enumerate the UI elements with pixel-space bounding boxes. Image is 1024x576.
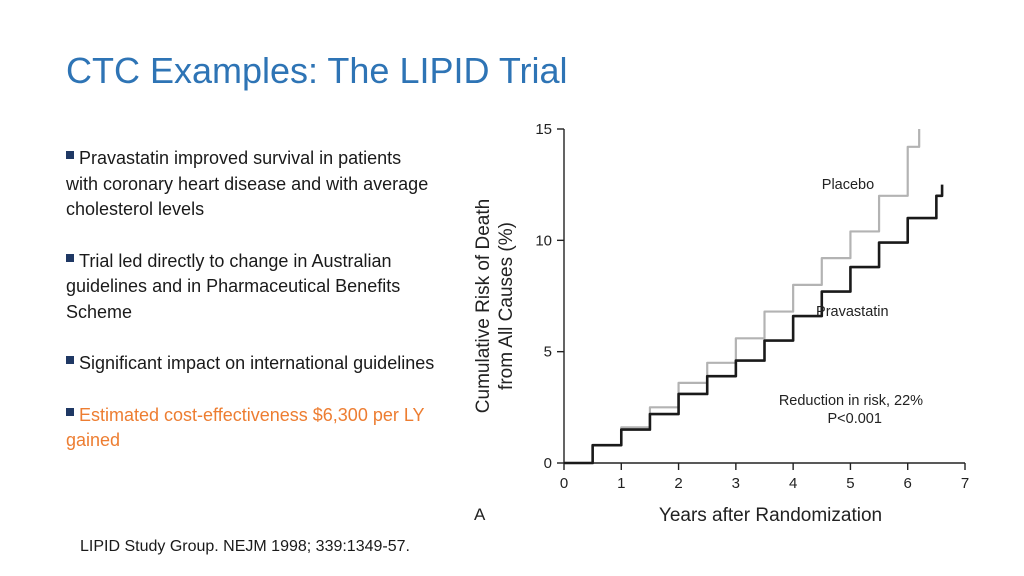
bullet-item-highlighted: Estimated cost-effectiveness $6,300 per … [66,403,438,454]
slide-title: CTC Examples: The LIPID Trial [66,50,568,91]
series-line-pravastatin [564,184,944,465]
citation: LIPID Study Group. NEJM 1998; 339:1349-5… [80,538,410,555]
cumulative-risk-chart: 0 1 2 3 4 5 6 7 0 5 10 15 Placebo Pravastatin Reductio… [473,121,969,526]
series-line-placebo [564,129,921,465]
chart-labels: 0 1 2 3 4 5 6 7 0 5 10 15 Placebo Pravastatin Reductio… [473,121,969,526]
y-tick-label: 10 [535,232,552,249]
bullet-item: Significant impact on international guid… [66,351,438,377]
y-tick-label: 0 [544,455,552,472]
bullet-list: Pravastatin improved survival in patient… [66,146,438,480]
bullet-text: Trial led directly to change in Australi… [66,250,401,322]
x-tick-label: 1 [617,475,625,492]
x-tick-label: 7 [961,475,969,492]
chart-annotation: Placebo [822,177,874,193]
bullet-item: Trial led directly to change in Australi… [66,249,438,326]
x-tick-label: 2 [674,475,682,492]
bullet-text: Estimated cost-effectiveness $6,300 per … [66,404,425,451]
x-tick-label: 5 [846,475,854,492]
y-tick-label: 5 [544,344,552,361]
chart-annotation: Pravastatin [816,304,889,320]
chart-series [564,129,944,465]
square-bullet-icon [66,253,74,262]
y-tick-label: 15 [535,121,552,138]
y-axis-label: Cumulative Risk of Death [473,199,494,413]
panel-label: A [474,505,486,524]
square-bullet-icon [66,407,74,416]
bullet-item: Pravastatin improved survival in patient… [66,146,438,223]
x-tick-label: 4 [789,475,797,492]
x-tick-label: 3 [732,475,740,492]
y-axis-label-line2: from All Causes (%) [496,222,517,390]
square-bullet-icon [66,356,74,364]
bullet-text: Significant impact on international guid… [79,353,435,373]
chart-annotation: Reduction in risk, 22% [779,393,923,409]
x-tick-label: 6 [904,475,912,492]
bullet-text: Pravastatin improved survival in patient… [66,148,429,219]
x-axis-label: Years after Randomization [659,505,882,526]
square-bullet-icon [66,151,74,159]
chart-annotation: P<0.001 [828,411,882,427]
x-tick-label: 0 [560,475,568,492]
chart-axes [557,128,966,470]
